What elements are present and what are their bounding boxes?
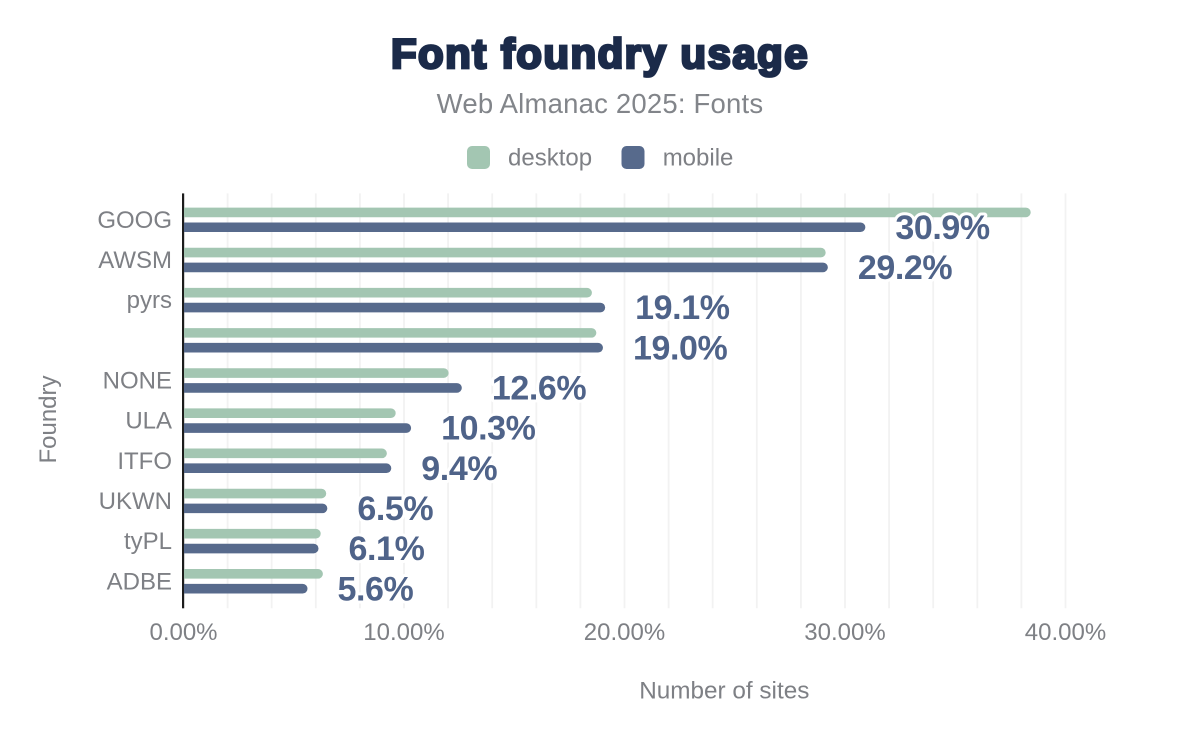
svg-text:Number of sites: Number of sites bbox=[639, 678, 809, 705]
svg-text:ULA: ULA bbox=[125, 408, 172, 435]
svg-text:ADBE: ADBE bbox=[107, 568, 172, 595]
svg-text:30.00%: 30.00% bbox=[804, 619, 885, 646]
svg-text:30.9%: 30.9% bbox=[895, 209, 990, 247]
svg-text:40.00%: 40.00% bbox=[1025, 619, 1106, 646]
svg-text:29.2%: 29.2% bbox=[858, 249, 953, 287]
svg-text:AWSM: AWSM bbox=[98, 247, 172, 274]
svg-text:mobile: mobile bbox=[663, 145, 734, 172]
svg-text:ITFO: ITFO bbox=[117, 448, 172, 475]
svg-text:19.1%: 19.1% bbox=[635, 289, 730, 327]
svg-text:Web Almanac 2025: Fonts: Web Almanac 2025: Fonts bbox=[437, 88, 764, 119]
svg-text:6.1%: 6.1% bbox=[349, 530, 425, 568]
svg-text:19.0%: 19.0% bbox=[633, 329, 728, 367]
svg-text:6.5%: 6.5% bbox=[357, 490, 433, 528]
svg-text:NONE: NONE bbox=[103, 368, 172, 395]
svg-text:GOOG: GOOG bbox=[97, 207, 172, 234]
svg-text:12.6%: 12.6% bbox=[492, 370, 587, 408]
svg-text:pyrs: pyrs bbox=[127, 287, 172, 314]
svg-text:5.6%: 5.6% bbox=[337, 570, 413, 608]
svg-text:Foundry: Foundry bbox=[35, 375, 62, 463]
svg-text:tyPL: tyPL bbox=[124, 528, 172, 555]
svg-text:20.00%: 20.00% bbox=[584, 619, 665, 646]
svg-text:0.00%: 0.00% bbox=[149, 619, 217, 646]
svg-text:10.00%: 10.00% bbox=[363, 619, 444, 646]
svg-text:desktop: desktop bbox=[508, 145, 592, 172]
svg-text:9.4%: 9.4% bbox=[421, 450, 497, 488]
svg-text:Font foundry usage: Font foundry usage bbox=[391, 30, 809, 77]
svg-text:UKWN: UKWN bbox=[99, 488, 172, 515]
svg-text:10.3%: 10.3% bbox=[441, 410, 536, 448]
